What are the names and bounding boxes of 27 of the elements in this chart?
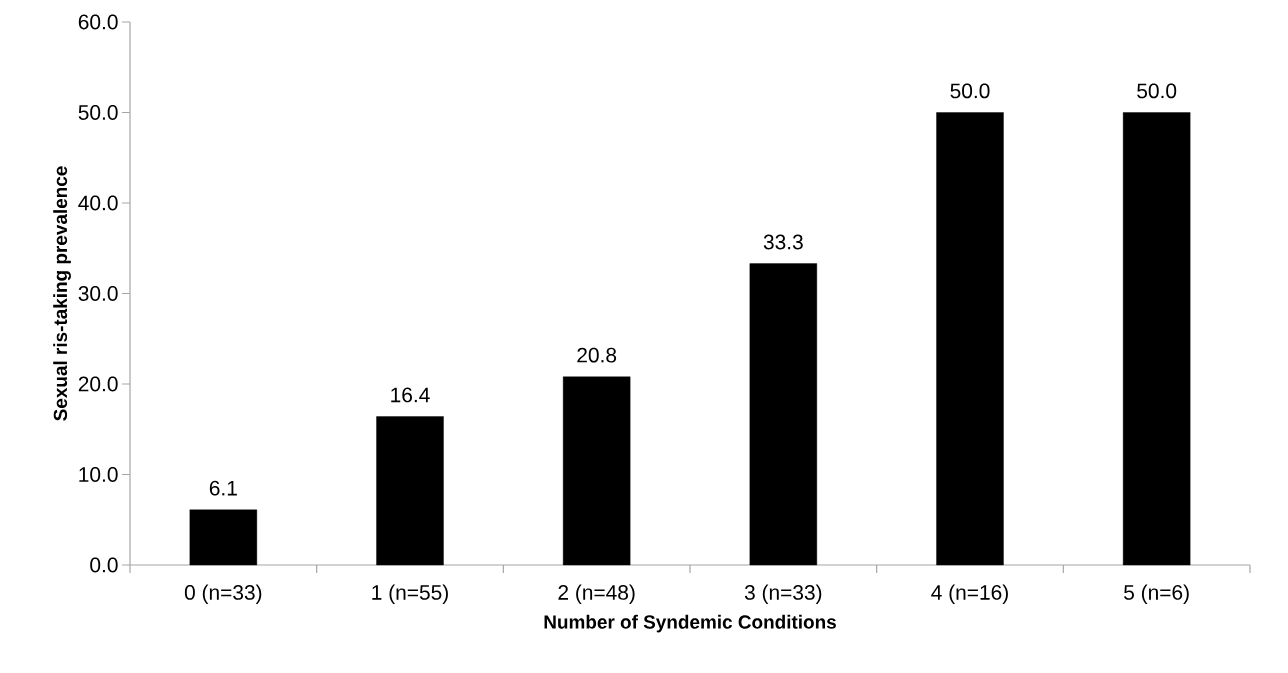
data-label: 50.0 bbox=[950, 83, 990, 99]
data-label: 50.0 bbox=[1137, 83, 1177, 99]
bar bbox=[1122, 112, 1191, 566]
bar bbox=[936, 112, 1004, 566]
x-tick-label: 5 (n=6) bbox=[1124, 584, 1189, 604]
x-tick-label: 1 (n=55) bbox=[372, 584, 448, 604]
y-tick-label: 20.0 bbox=[78, 376, 118, 392]
y-tick-label: 60.0 bbox=[78, 14, 118, 30]
y-tick-label: 40.0 bbox=[78, 195, 118, 211]
bar bbox=[749, 263, 818, 566]
y-tick-label: 30.0 bbox=[78, 286, 118, 301]
bar bbox=[189, 509, 258, 566]
bar bbox=[376, 416, 444, 566]
data-label: 6.1 bbox=[209, 480, 237, 496]
data-label: 33.3 bbox=[763, 234, 803, 250]
x-tick-label: 2 (n=48) bbox=[558, 584, 635, 604]
x-tick-label: 3 (n=33) bbox=[744, 584, 822, 604]
y-tick-label: 50.0 bbox=[78, 105, 118, 120]
x-tick-label: 0 (n=33) bbox=[184, 584, 262, 604]
y-tick-label: 10.0 bbox=[79, 467, 118, 482]
data-label: 20.8 bbox=[577, 347, 617, 363]
y-axis-title: Sexual ris-taking prevalence bbox=[53, 166, 71, 421]
x-tick-label: 4 (n=16) bbox=[931, 584, 1008, 604]
y-tick-label: 0.0 bbox=[90, 557, 118, 573]
bar bbox=[562, 376, 631, 566]
x-axis-title: Number of Syndemic Conditions bbox=[544, 614, 836, 633]
data-label: 16.4 bbox=[391, 387, 430, 403]
